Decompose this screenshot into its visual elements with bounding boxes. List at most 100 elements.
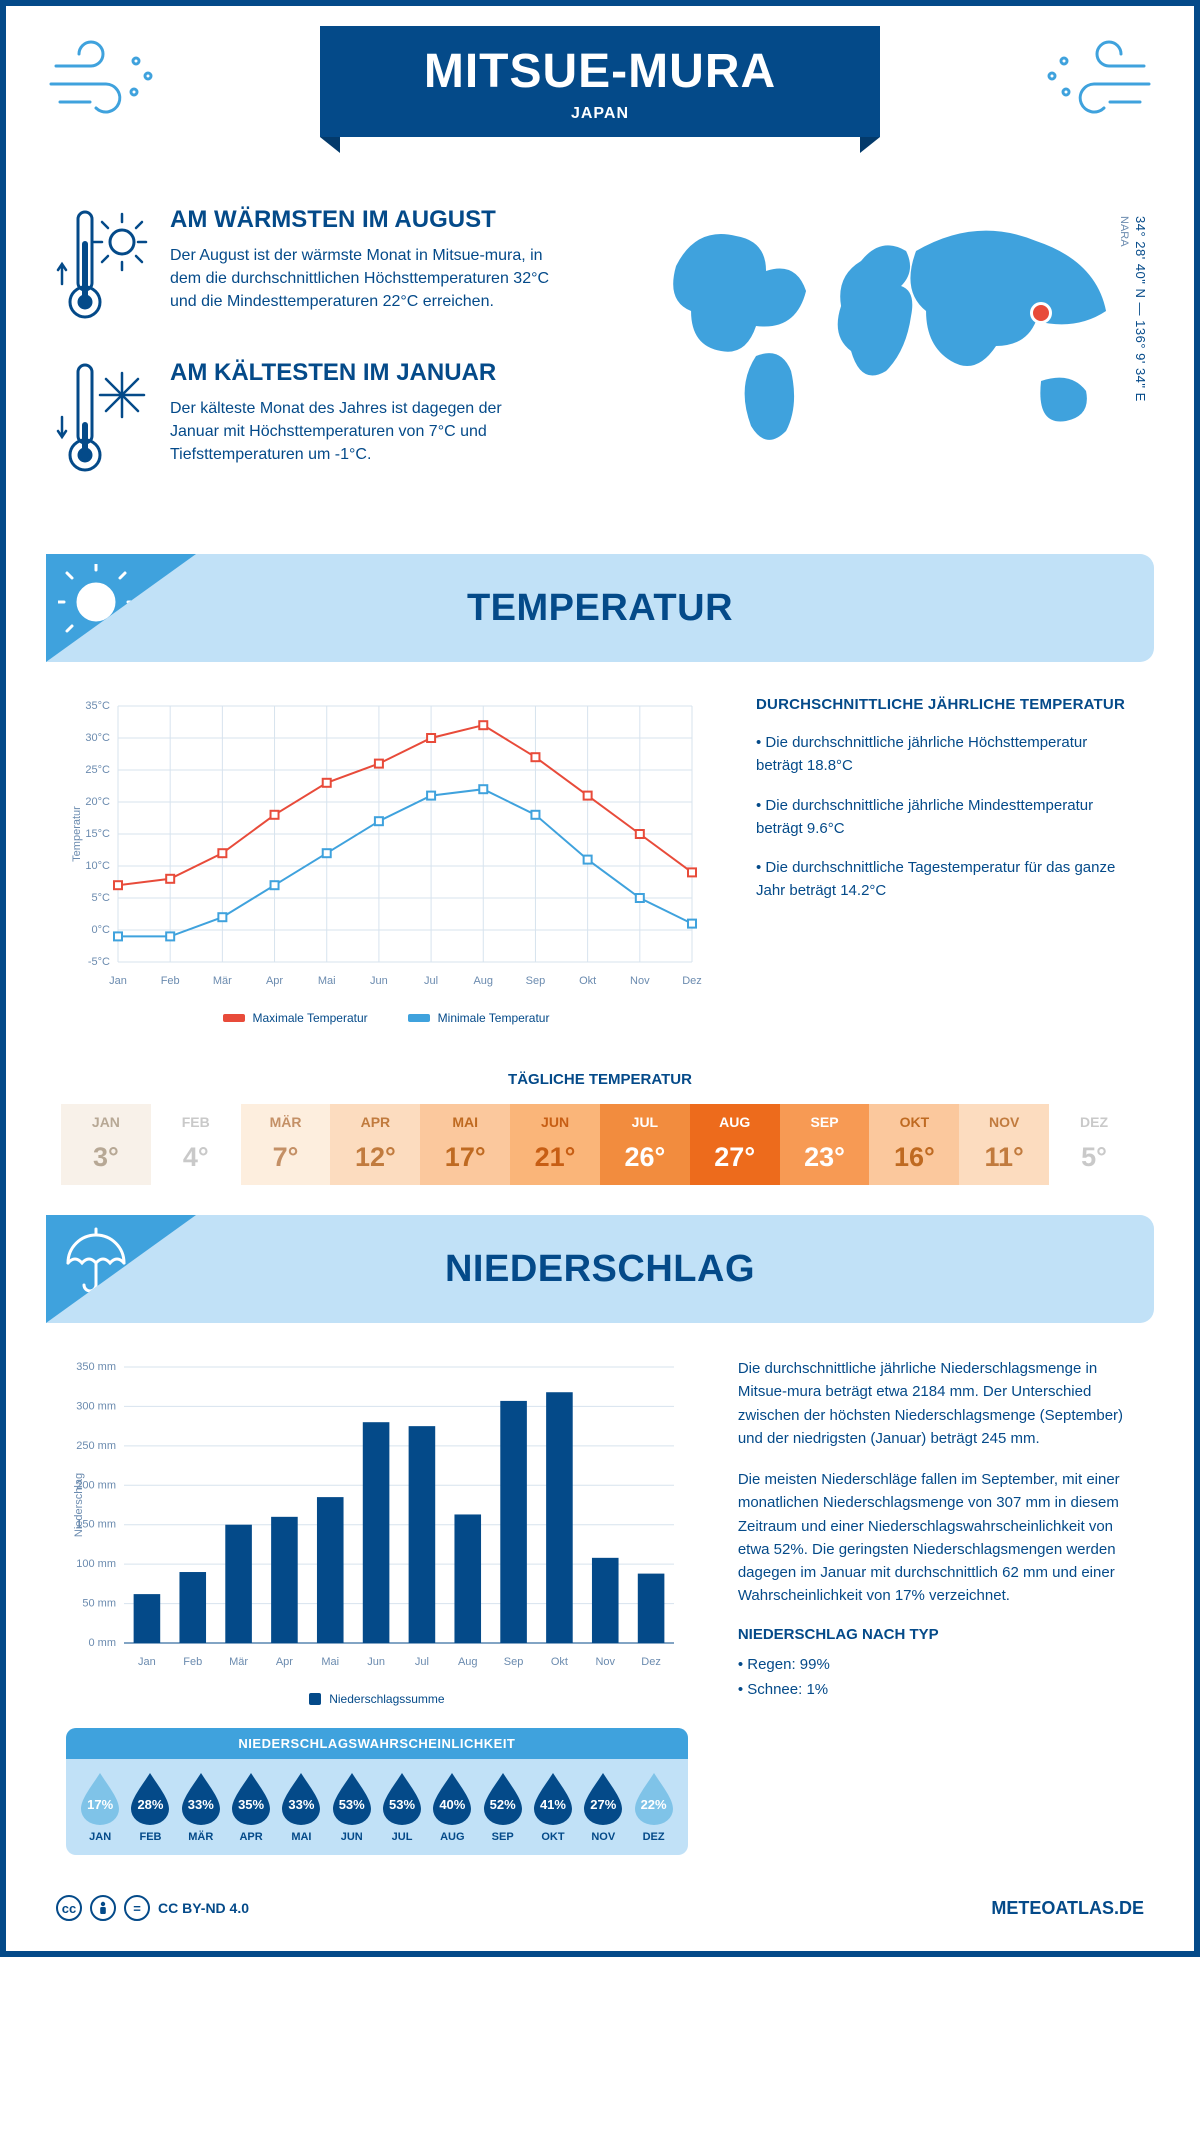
- precip-paragraph: Die meisten Niederschläge fallen im Sept…: [738, 1468, 1139, 1608]
- svg-text:350 mm: 350 mm: [76, 1361, 116, 1373]
- warmest-block: AM WÄRMSTEN IM AUGUST Der August ist der…: [56, 206, 598, 331]
- daily-temperature-grid: JAN3°FEB4°MÄR7°APR12°MAI17°JUN21°JUL26°A…: [61, 1104, 1139, 1185]
- footer: cc = CC BY-ND 4.0 METEOATLAS.DE: [6, 1883, 1194, 1921]
- svg-text:Niederschlag: Niederschlag: [73, 1473, 85, 1537]
- svg-text:35°C: 35°C: [85, 700, 110, 712]
- probability-drop: 17% JAN: [76, 1771, 124, 1843]
- probability-drop: 33% MAI: [277, 1771, 325, 1843]
- svg-text:Jun: Jun: [370, 975, 388, 987]
- daily-temp-cell: APR12°: [330, 1104, 420, 1185]
- svg-text:Okt: Okt: [579, 975, 596, 987]
- section-title: TEMPERATUR: [467, 587, 733, 630]
- svg-text:Jul: Jul: [424, 975, 438, 987]
- temperature-banner: TEMPERATUR: [46, 554, 1154, 662]
- daily-temp-cell: OKT16°: [869, 1104, 959, 1185]
- svg-text:Dez: Dez: [641, 1656, 661, 1668]
- legend-precip: Niederschlagssumme: [329, 1692, 444, 1706]
- coldest-text: Der kälteste Monat des Jahres ist dagege…: [170, 397, 550, 467]
- probability-drop: 53% JUN: [328, 1771, 376, 1843]
- header: MITSUE-MURA JAPAN: [6, 6, 1194, 186]
- precipitation-legend: Niederschlagssumme: [66, 1692, 688, 1706]
- probability-box: NIEDERSCHLAGSWAHRSCHEINLICHKEIT 17% JAN …: [66, 1728, 688, 1855]
- probability-drop: 35% APR: [227, 1771, 275, 1843]
- svg-text:20°C: 20°C: [85, 796, 110, 808]
- daily-temp-cell: JAN3°: [61, 1104, 151, 1185]
- svg-text:30°C: 30°C: [85, 732, 110, 744]
- svg-text:Nov: Nov: [595, 1656, 615, 1668]
- svg-text:15°C: 15°C: [85, 828, 110, 840]
- umbrella-icon: [46, 1215, 196, 1323]
- license-block: cc = CC BY-ND 4.0: [56, 1895, 249, 1921]
- precipitation-row: 0 mm50 mm100 mm150 mm200 mm250 mm300 mm3…: [6, 1347, 1194, 1865]
- cc-icon: cc: [56, 1895, 82, 1921]
- svg-text:Sep: Sep: [504, 1656, 524, 1668]
- precipitation-bar-chart: 0 mm50 mm100 mm150 mm200 mm250 mm300 mm3…: [66, 1357, 686, 1677]
- probability-drop: 33% MÄR: [177, 1771, 225, 1843]
- svg-text:Mär: Mär: [229, 1656, 248, 1668]
- precip-type-heading: NIEDERSCHLAG NACH TYP: [738, 1626, 1139, 1643]
- svg-text:Aug: Aug: [473, 975, 493, 987]
- wind-icon: [46, 36, 166, 131]
- by-icon: [90, 1895, 116, 1921]
- daily-temp-cell: FEB4°: [151, 1104, 241, 1185]
- map-column: NARA 34° 28' 40" N — 136° 9' 34" E: [628, 206, 1144, 512]
- precip-type-bullet: • Schnee: 1%: [738, 1678, 1139, 1701]
- svg-text:250 mm: 250 mm: [76, 1440, 116, 1452]
- svg-text:Mär: Mär: [213, 975, 232, 987]
- svg-text:Dez: Dez: [682, 975, 702, 987]
- section-title: NIEDERSCHLAG: [445, 1248, 755, 1291]
- temperature-row: -5°C0°C5°C10°C15°C20°C25°C30°C35°CJanFeb…: [6, 686, 1194, 1045]
- daily-temp-cell: MÄR7°: [241, 1104, 331, 1185]
- daily-temp-cell: AUG27°: [690, 1104, 780, 1185]
- svg-text:Temperatur: Temperatur: [71, 806, 83, 862]
- page-frame: MITSUE-MURA JAPAN: [0, 0, 1200, 1957]
- svg-text:10°C: 10°C: [85, 860, 110, 872]
- daily-temp-cell: JUL26°: [600, 1104, 690, 1185]
- daily-temp-cell: SEP23°: [780, 1104, 870, 1185]
- svg-text:Jan: Jan: [109, 975, 127, 987]
- probability-drop: 52% SEP: [479, 1771, 527, 1843]
- svg-text:Jul: Jul: [415, 1656, 429, 1668]
- precip-type-bullet: • Regen: 99%: [738, 1653, 1139, 1676]
- temperature-legend: Maximale Temperatur Minimale Temperatur: [66, 1011, 706, 1025]
- probability-drop: 28% FEB: [126, 1771, 174, 1843]
- wind-icon: [1034, 36, 1154, 131]
- svg-text:Feb: Feb: [183, 1656, 202, 1668]
- coldest-block: AM KÄLTESTEN IM JANUAR Der kälteste Mona…: [56, 359, 598, 484]
- title-banner: MITSUE-MURA JAPAN: [320, 26, 880, 137]
- svg-text:50 mm: 50 mm: [82, 1598, 116, 1610]
- probability-drop: 22% DEZ: [630, 1771, 678, 1843]
- svg-text:Okt: Okt: [551, 1656, 568, 1668]
- daily-temp-cell: MAI17°: [420, 1104, 510, 1185]
- precipitation-left: 0 mm50 mm100 mm150 mm200 mm250 mm300 mm3…: [66, 1357, 688, 1855]
- coldest-title: AM KÄLTESTEN IM JANUAR: [170, 359, 550, 387]
- svg-text:0 mm: 0 mm: [89, 1637, 117, 1649]
- svg-text:Nov: Nov: [630, 975, 650, 987]
- daily-temp-cell: NOV11°: [959, 1104, 1049, 1185]
- world-map: [628, 206, 1144, 466]
- legend-min: Minimale Temperatur: [438, 1011, 550, 1025]
- temperature-line-chart: -5°C0°C5°C10°C15°C20°C25°C30°C35°CJanFeb…: [66, 696, 706, 1025]
- intro-text-column: AM WÄRMSTEN IM AUGUST Der August ist der…: [56, 206, 598, 512]
- probability-heading: NIEDERSCHLAGSWAHRSCHEINLICHKEIT: [66, 1728, 688, 1759]
- temperature-bullet: • Die durchschnittliche Tagestemperatur …: [756, 856, 1134, 903]
- probability-drop: 41% OKT: [529, 1771, 577, 1843]
- svg-text:25°C: 25°C: [85, 764, 110, 776]
- probability-drop: 40% AUG: [428, 1771, 476, 1843]
- precipitation-text: Die durchschnittliche jährliche Niedersc…: [738, 1357, 1139, 1855]
- city-name: MITSUE-MURA: [380, 44, 820, 99]
- temperature-bullet: • Die durchschnittliche jährliche Mindes…: [756, 794, 1134, 841]
- svg-text:-5°C: -5°C: [88, 956, 110, 968]
- warmest-title: AM WÄRMSTEN IM AUGUST: [170, 206, 550, 234]
- legend-max: Maximale Temperatur: [253, 1011, 368, 1025]
- sun-icon: [46, 554, 196, 662]
- thermometer-cold-icon: [56, 359, 148, 484]
- temperature-stats: DURCHSCHNITTLICHE JÄHRLICHE TEMPERATUR •…: [756, 696, 1134, 1025]
- precip-paragraph: Die durchschnittliche jährliche Niedersc…: [738, 1357, 1139, 1450]
- site-name: METEOATLAS.DE: [991, 1898, 1144, 1919]
- probability-drop: 27% NOV: [579, 1771, 627, 1843]
- nd-icon: =: [124, 1895, 150, 1921]
- svg-text:Apr: Apr: [266, 975, 283, 987]
- license-text: CC BY-ND 4.0: [158, 1900, 249, 1916]
- annual-temp-heading: DURCHSCHNITTLICHE JÄHRLICHE TEMPERATUR: [756, 696, 1134, 713]
